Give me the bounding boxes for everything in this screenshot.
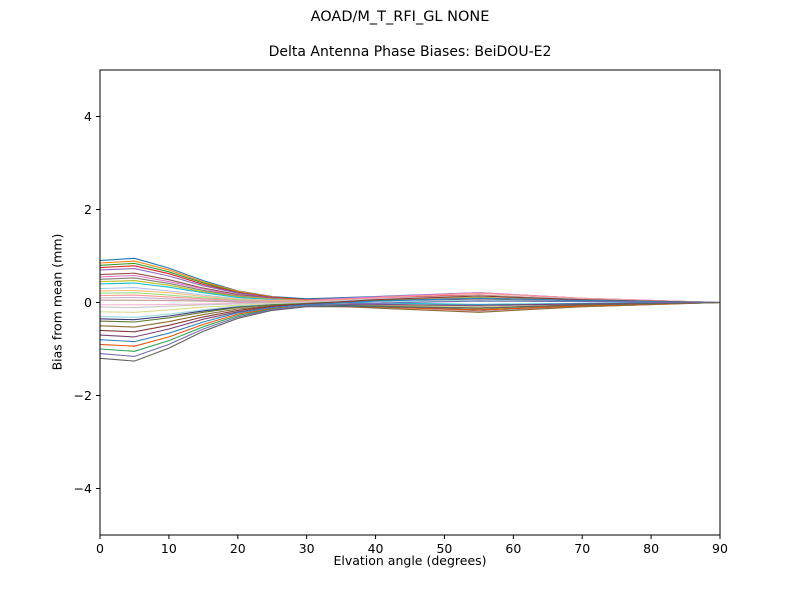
y-tick-label: 2 — [84, 202, 92, 217]
x-tick-label: 50 — [436, 541, 452, 556]
x-tick-label: 30 — [299, 541, 315, 556]
x-tick-label: 10 — [161, 541, 177, 556]
series-trace-29 — [99, 300, 721, 357]
y-tick-label: −4 — [74, 481, 92, 496]
x-tick-label: 80 — [643, 541, 659, 556]
x-tick-label: 70 — [574, 541, 590, 556]
axes-title: Delta Antenna Phase Biases: BeiDOU-E2 — [268, 44, 552, 60]
x-tick-label: 90 — [712, 541, 728, 556]
y-tick-label: 0 — [84, 295, 92, 310]
x-tick-label: 40 — [368, 541, 384, 556]
series-trace-14 — [99, 292, 721, 304]
series-trace-24 — [99, 295, 721, 333]
y-tick-label: −2 — [74, 388, 92, 403]
y-tick-label: 4 — [84, 109, 92, 124]
x-tick-label: 20 — [230, 541, 246, 556]
y-axis-label: Bias from mean (mm) — [49, 233, 65, 371]
x-tick-label: 0 — [96, 541, 104, 556]
series-trace-30 — [99, 301, 721, 362]
series-trace-26 — [99, 297, 721, 343]
x-axis-label: Elvation angle (degrees) — [333, 553, 487, 568]
figure-title: AOAD/M_T_RFI_GL NONE — [310, 9, 490, 25]
x-tick-label: 60 — [505, 541, 521, 556]
